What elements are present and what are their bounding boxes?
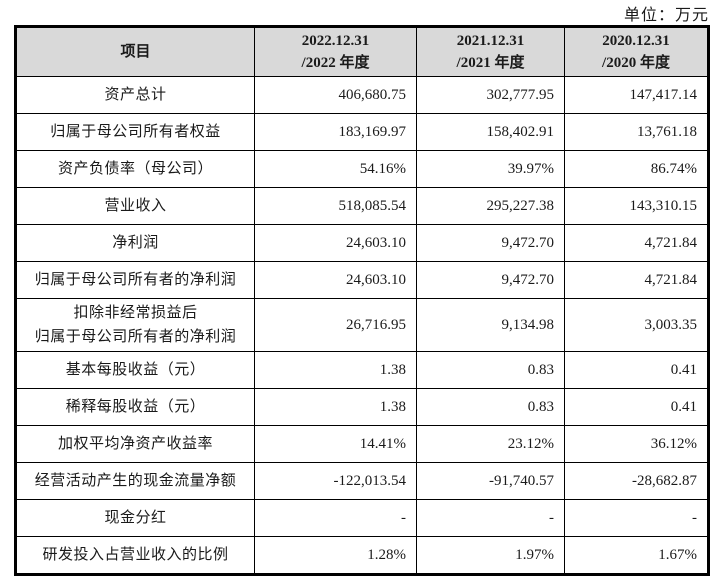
row-value-2020: 4,721.84 — [564, 224, 709, 262]
row-value-2020: 36.12% — [564, 425, 709, 463]
table-body: 资产总计 406,680.75 302,777.95 147,417.14 归属… — [15, 76, 709, 575]
row-value-2022: 24,603.10 — [254, 261, 417, 299]
row-value-2022: 183,169.97 — [254, 113, 417, 151]
row-value-2020: 0.41 — [564, 351, 709, 389]
row-value-2022: 406,680.75 — [254, 76, 417, 114]
row-value-2021: -91,740.57 — [416, 462, 565, 500]
row-label: 加权平均净资产收益率 — [15, 425, 255, 463]
row-value-2021: 9,472.70 — [416, 261, 565, 299]
table-row: 现金分红 - - - — [15, 499, 709, 537]
row-value-2022: 26,716.95 — [254, 298, 417, 352]
row-label: 扣除非经常损益后 归属于母公司所有者的净利润 — [15, 298, 255, 352]
table-row: 研发投入占营业收入的比例 1.28% 1.97% 1.67% — [15, 536, 709, 575]
table-row: 营业收入 518,085.54 295,227.38 143,310.15 — [15, 187, 709, 225]
row-label: 稀释每股收益（元） — [15, 388, 255, 426]
row-value-2020: - — [564, 499, 709, 537]
row-value-2022: 1.38 — [254, 388, 417, 426]
row-value-2021: 295,227.38 — [416, 187, 565, 225]
table-row: 资产总计 406,680.75 302,777.95 147,417.14 — [15, 76, 709, 114]
row-value-2022: 518,085.54 — [254, 187, 417, 225]
row-value-2022: 14.41% — [254, 425, 417, 463]
header-period-2020: 2020.12.31 /2020 年度 — [564, 26, 709, 77]
row-value-2022: 1.28% — [254, 536, 417, 575]
row-value-2022: -122,013.54 — [254, 462, 417, 500]
row-label: 经营活动产生的现金流量净额 — [15, 462, 255, 500]
row-value-2021: 23.12% — [416, 425, 565, 463]
table-row: 加权平均净资产收益率 14.41% 23.12% 36.12% — [15, 425, 709, 463]
row-value-2022: - — [254, 499, 417, 537]
row-value-2020: 13,761.18 — [564, 113, 709, 151]
row-value-2022: 1.38 — [254, 351, 417, 389]
row-label: 归属于母公司所有者的净利润 — [15, 261, 255, 299]
header-item-column: 项目 — [15, 26, 255, 77]
row-label: 归属于母公司所有者权益 — [15, 113, 255, 151]
row-label: 资产总计 — [15, 76, 255, 114]
table-row: 扣除非经常损益后 归属于母公司所有者的净利润 26,716.95 9,134.9… — [15, 298, 709, 352]
row-value-2021: 158,402.91 — [416, 113, 565, 151]
row-value-2021: 39.97% — [416, 150, 565, 188]
table-row: 稀释每股收益（元） 1.38 0.83 0.41 — [15, 388, 709, 426]
table-row: 净利润 24,603.10 9,472.70 4,721.84 — [15, 224, 709, 262]
row-value-2020: 4,721.84 — [564, 261, 709, 299]
row-value-2021: 9,472.70 — [416, 224, 565, 262]
row-value-2021: - — [416, 499, 565, 537]
header-period-2022: 2022.12.31 /2022 年度 — [254, 26, 417, 77]
row-label: 现金分红 — [15, 499, 255, 537]
row-label: 研发投入占营业收入的比例 — [15, 536, 255, 575]
row-value-2020: 143,310.15 — [564, 187, 709, 225]
table-row: 基本每股收益（元） 1.38 0.83 0.41 — [15, 351, 709, 389]
row-value-2020: 86.74% — [564, 150, 709, 188]
unit-label: 单位：万元 — [623, 7, 709, 24]
row-value-2022: 24,603.10 — [254, 224, 417, 262]
row-value-2020: 1.67% — [564, 536, 709, 575]
row-value-2020: -28,682.87 — [564, 462, 709, 500]
table-row: 归属于母公司所有者权益 183,169.97 158,402.91 13,761… — [15, 113, 709, 151]
table-row: 经营活动产生的现金流量净额 -122,013.54 -91,740.57 -28… — [15, 462, 709, 500]
row-value-2021: 0.83 — [416, 351, 565, 389]
row-value-2021: 302,777.95 — [416, 76, 565, 114]
row-label: 净利润 — [15, 224, 255, 262]
financial-summary-table: 项目 2022.12.31 /2022 年度 2021.12.31 /2021 … — [14, 25, 710, 576]
row-value-2021: 0.83 — [416, 388, 565, 426]
table-header-row: 项目 2022.12.31 /2022 年度 2021.12.31 /2021 … — [15, 26, 709, 77]
table-row: 归属于母公司所有者的净利润 24,603.10 9,472.70 4,721.8… — [15, 261, 709, 299]
row-value-2020: 0.41 — [564, 388, 709, 426]
row-value-2020: 147,417.14 — [564, 76, 709, 114]
table-row: 资产负债率（母公司） 54.16% 39.97% 86.74% — [15, 150, 709, 188]
row-label: 营业收入 — [15, 187, 255, 225]
row-value-2020: 3,003.35 — [564, 298, 709, 352]
row-value-2022: 54.16% — [254, 150, 417, 188]
row-label: 资产负债率（母公司） — [15, 150, 255, 188]
row-label: 基本每股收益（元） — [15, 351, 255, 389]
header-period-2021: 2021.12.31 /2021 年度 — [416, 26, 565, 77]
row-value-2021: 9,134.98 — [416, 298, 565, 352]
row-value-2021: 1.97% — [416, 536, 565, 575]
